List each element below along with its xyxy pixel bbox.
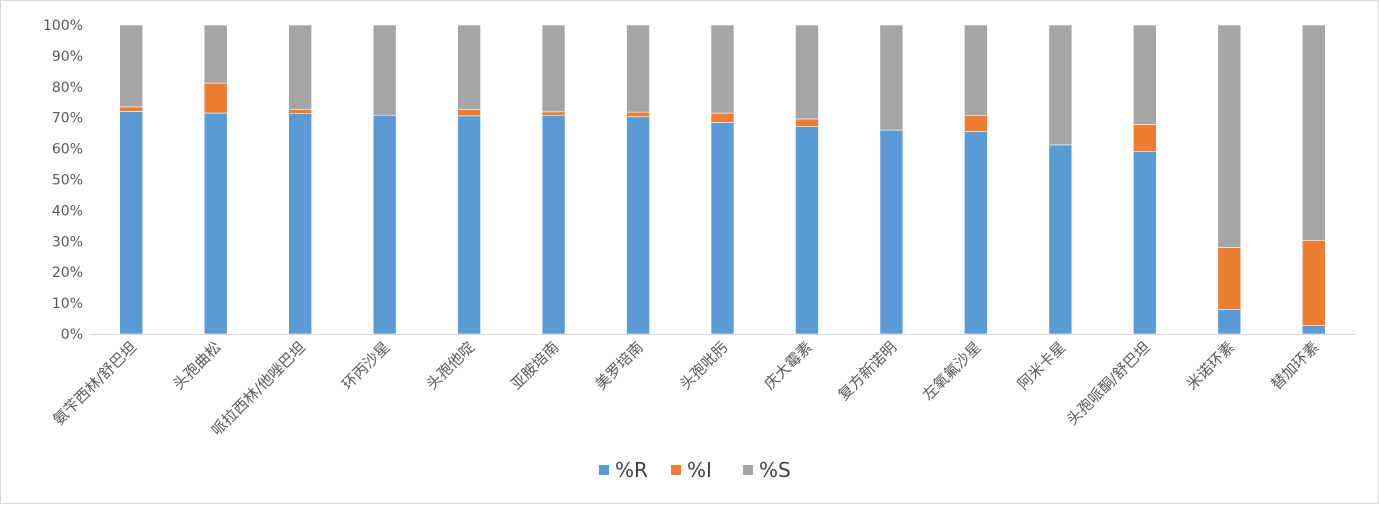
bar-stack — [541, 24, 566, 335]
bar-segment — [119, 111, 144, 335]
legend-entry: %I — [671, 458, 712, 482]
bar-segment — [541, 24, 566, 113]
bar-stack — [1133, 24, 1157, 335]
x-tick-label: 庆大霉素 — [761, 338, 816, 393]
legend-entry: %S — [743, 458, 791, 482]
bar-segment — [626, 111, 650, 118]
bar-segment — [541, 114, 566, 335]
x-tick-label: 头孢曲松 — [169, 338, 224, 393]
y-tick-label: 40% — [52, 203, 83, 219]
bar-segment — [203, 82, 228, 114]
bar-segment — [710, 24, 735, 114]
y-tick-label: 90% — [52, 49, 83, 65]
bar-stack — [457, 24, 481, 335]
bar-segment — [1133, 151, 1157, 335]
y-tick-label: 70% — [52, 111, 83, 127]
legend-swatch — [599, 465, 609, 475]
bar-segment — [203, 112, 228, 335]
y-tick-label: 80% — [52, 80, 83, 96]
bar-segment — [1217, 308, 1242, 335]
bar-stack — [288, 24, 312, 335]
y-tick-label: 10% — [52, 296, 83, 312]
bar-stack — [119, 24, 144, 335]
x-tick-label: 亚胺培南 — [507, 338, 562, 393]
y-tick-label: 50% — [52, 173, 83, 189]
x-tick-label: 环丙沙星 — [338, 338, 393, 393]
bar-stack — [372, 24, 397, 335]
bar-stack — [626, 24, 650, 335]
bar-segment — [710, 112, 735, 123]
x-tick-label: 米诺环素 — [1183, 338, 1238, 393]
bar-segment — [288, 109, 312, 114]
bar-segment — [1217, 24, 1242, 248]
legend-label: %I — [687, 458, 712, 482]
bar-segment — [964, 131, 988, 335]
bars — [119, 24, 1326, 335]
bar-stack — [795, 24, 819, 335]
bar-segment — [288, 113, 312, 335]
bar-segment — [795, 24, 819, 120]
bar-segment — [119, 106, 144, 112]
bar-segment — [1048, 144, 1073, 335]
y-axis: 0% 10% 20% 30% 40% 50% 60% 70% 80% 90% 100% — [43, 18, 83, 343]
bar-segment — [1217, 247, 1242, 310]
x-tick-label: 左氧氟沙星 — [919, 338, 985, 404]
legend-swatch — [671, 465, 681, 475]
legend: %R %I %S — [599, 458, 791, 482]
x-tick-label: 复方新诺明 — [834, 338, 900, 404]
bar-segment — [372, 24, 397, 116]
x-tick-label: 替加环素 — [1267, 338, 1322, 393]
bar-segment — [1133, 124, 1157, 152]
legend-label: %S — [759, 458, 791, 482]
bar-segment — [626, 116, 650, 335]
x-tick-label: 氨苄西林/舒巴坦 — [50, 338, 141, 429]
bar-segment — [710, 122, 735, 335]
bar-segment — [626, 24, 650, 113]
y-tick-label: 0% — [61, 327, 83, 343]
bar-stack — [203, 24, 228, 335]
x-tick-label: 哌拉西林/他唑巴坦 — [208, 338, 309, 439]
bar-segment — [1048, 24, 1073, 146]
bar-segment — [541, 111, 566, 116]
bar-segment — [879, 24, 904, 131]
bar-stack — [1048, 24, 1073, 335]
x-tick-label: 头孢哌酮/舒巴坦 — [1063, 338, 1154, 429]
bar-segment — [457, 109, 481, 117]
bar-segment — [119, 24, 144, 108]
bar-stack — [1217, 24, 1242, 335]
legend-swatch — [743, 465, 753, 475]
legend-entry: %R — [599, 458, 648, 482]
bar-segment — [1133, 24, 1157, 125]
x-tick-label: 美罗培南 — [592, 338, 647, 393]
bar-stack — [710, 24, 735, 335]
bar-stack — [1301, 24, 1326, 335]
bar-segment — [457, 24, 481, 110]
x-tick-label: 头孢吡肟 — [676, 338, 731, 393]
bar-segment — [288, 24, 312, 110]
bar-segment — [795, 126, 819, 335]
legend-label: %R — [615, 458, 648, 482]
x-tick-label: 头孢他啶 — [423, 338, 478, 393]
bar-stack — [879, 24, 904, 335]
bar-segment — [457, 115, 481, 335]
bar-segment — [795, 118, 819, 127]
bar-stack — [964, 24, 988, 335]
x-tick-label: 阿米卡星 — [1014, 338, 1069, 393]
bar-segment — [1301, 240, 1326, 326]
bar-segment — [964, 24, 988, 116]
bar-segment — [1301, 24, 1326, 241]
bar-segment — [964, 114, 988, 132]
y-tick-label: 30% — [52, 234, 83, 250]
bar-segment — [372, 114, 397, 335]
y-tick-label: 100% — [43, 18, 83, 34]
y-tick-label: 20% — [52, 265, 83, 281]
bar-segment — [203, 24, 228, 84]
y-tick-label: 60% — [52, 142, 83, 158]
bar-segment — [1301, 325, 1326, 335]
bar-segment — [879, 129, 904, 335]
